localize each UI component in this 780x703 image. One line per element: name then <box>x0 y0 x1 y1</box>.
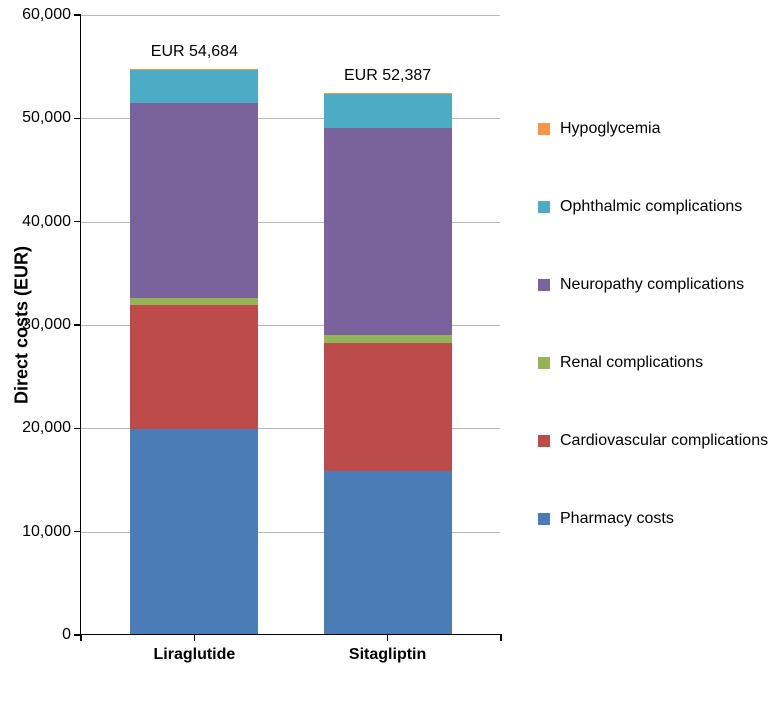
chart-container: Direct costs (EUR) 010,00020,00030,00040… <box>0 0 780 703</box>
ytick-label: 10,000 <box>22 523 81 541</box>
ytick-label: 60,000 <box>22 6 81 24</box>
bar-segment-cardiovascular <box>130 305 258 429</box>
ytick-label: 0 <box>62 626 81 644</box>
bar-total-label: EUR 54,684 <box>151 43 238 69</box>
legend-swatch <box>538 123 550 135</box>
xtick-mark <box>80 634 82 641</box>
bar-segment-cardiovascular <box>324 343 452 471</box>
legend: Hypoglycemia Ophthalmic complications Neur… <box>538 120 768 528</box>
legend-item-pharmacy: Pharmacy costs <box>538 510 768 528</box>
bar-segment-renal <box>324 335 452 342</box>
bar-segment-renal <box>130 298 258 305</box>
xtick-label: Sitagliptin <box>349 634 426 664</box>
legend-swatch <box>538 435 550 447</box>
bar-segment-ophthalmic <box>130 70 258 103</box>
bar-segment-neuropathy <box>130 103 258 298</box>
gridline <box>81 15 500 16</box>
ytick-label: 20,000 <box>22 419 81 437</box>
xtick-label: Liraglutide <box>154 634 236 664</box>
ytick-label: 30,000 <box>22 316 81 334</box>
bar-sitagliptin: EUR 52,387 <box>324 93 452 634</box>
bar-segment-neuropathy <box>324 128 452 336</box>
legend-label: Ophthalmic complications <box>560 198 742 216</box>
bar-total-label: EUR 52,387 <box>344 67 431 93</box>
xtick-mark <box>500 634 502 641</box>
legend-item-cardiovascular: Cardiovascular complications <box>538 432 768 450</box>
legend-item-neuropathy: Neuropathy complications <box>538 276 768 294</box>
legend-label: Hypoglycemia <box>560 120 660 138</box>
bar-segment-pharmacy <box>324 471 452 634</box>
legend-swatch <box>538 279 550 291</box>
legend-swatch <box>538 201 550 213</box>
legend-item-ophthalmic: Ophthalmic complications <box>538 198 768 216</box>
bar-segment-ophthalmic <box>324 94 452 128</box>
legend-label: Cardiovascular complications <box>560 432 768 450</box>
bar-liraglutide: EUR 54,684 <box>130 69 258 634</box>
ytick-label: 50,000 <box>22 109 81 127</box>
legend-item-hypoglycemia: Hypoglycemia <box>538 120 768 138</box>
legend-label: Renal complications <box>560 354 703 372</box>
ytick-label: 40,000 <box>22 213 81 231</box>
plot-area: 010,00020,00030,00040,00050,00060,000EUR… <box>80 15 500 635</box>
bar-segment-pharmacy <box>130 429 258 634</box>
legend-item-renal: Renal complications <box>538 354 768 372</box>
legend-swatch <box>538 513 550 525</box>
legend-swatch <box>538 357 550 369</box>
legend-label: Neuropathy complications <box>560 276 744 294</box>
legend-label: Pharmacy costs <box>560 510 674 528</box>
